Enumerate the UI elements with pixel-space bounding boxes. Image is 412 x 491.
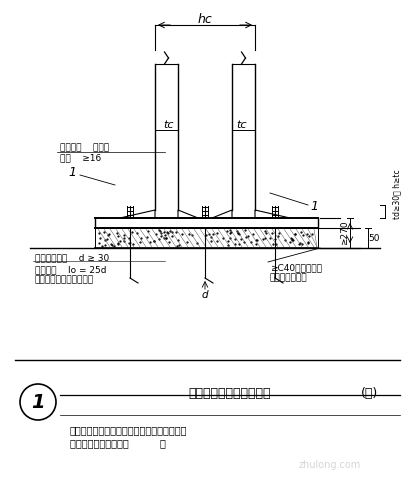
Text: 锡栓支系    加劲肘: 锡栓支系 加劲肘 <box>60 143 109 153</box>
Text: (一): (一) <box>361 387 379 400</box>
Text: 1: 1 <box>68 165 76 179</box>
Text: 筱形截面柱刚性柱脚构造: 筱形截面柱刚性柱脚构造 <box>189 387 271 400</box>
Text: tc: tc <box>236 120 247 130</box>
Text: ≥C40无收缩碗石
混凝土或细沙浆: ≥C40无收缩碗石 混凝土或细沙浆 <box>270 263 322 282</box>
Text: 锡栓公称直径    d ≥ 30: 锡栓公称直径 d ≥ 30 <box>35 253 109 263</box>
Text: zhulong.com: zhulong.com <box>299 460 361 470</box>
Text: 《下端应作弯钉或锡板》: 《下端应作弯钉或锡板》 <box>35 275 94 284</box>
Text: hc: hc <box>198 12 212 26</box>
Text: 板厚    ≥16: 板厚 ≥16 <box>60 154 101 163</box>
Text: （用于柱底端在弯矩和轴力作用下锡栓出现较: （用于柱底端在弯矩和轴力作用下锡栓出现较 <box>70 425 187 435</box>
Text: 锡固长度    lo = 25d: 锡固长度 lo = 25d <box>35 266 106 274</box>
Text: 50: 50 <box>368 234 380 243</box>
Text: ≥270: ≥270 <box>340 220 349 246</box>
Text: 1: 1 <box>31 392 45 411</box>
Text: tc: tc <box>163 120 174 130</box>
Text: 1: 1 <box>310 200 318 214</box>
Text: 小拉力和不出现拉力时          ）: 小拉力和不出现拉力时 ） <box>70 438 166 448</box>
Text: d: d <box>202 290 208 300</box>
Text: td≥30， h≥tc: td≥30， h≥tc <box>393 169 402 219</box>
